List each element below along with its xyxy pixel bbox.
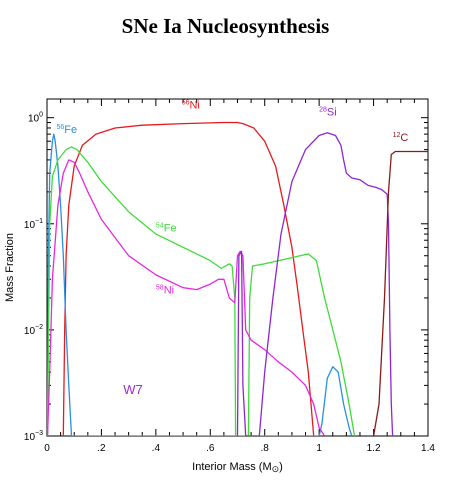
series-label-si28: 28Si [319, 106, 337, 118]
x-axis-title-close: ) [279, 461, 283, 473]
series-line-si28 [236, 132, 394, 436]
series-line-fe56 [47, 133, 353, 436]
series-label-ni56: 56Ni [182, 100, 200, 112]
y-tick-label: 10−3 [24, 430, 43, 443]
series-label-ni58: 58Ni [156, 285, 174, 297]
series-line-ni56 [62, 121, 315, 436]
page-title: SNe Ia Nucleosynthesis [121, 14, 330, 38]
series-line-ni58 [47, 159, 326, 436]
x-tick-label: 1.2 [367, 443, 381, 454]
x-tick-label: 1.4 [421, 443, 435, 454]
x-axis-title: Interior Mass (M⊙) [192, 461, 283, 474]
series-line-fe54 [47, 146, 356, 436]
x-tick-label: 1 [316, 443, 322, 454]
series-label-fe56: 56Fe [57, 124, 78, 136]
x-tick-label: .6 [206, 443, 215, 454]
series-labels: 56Ni 56Fe 54Fe 58Ni 28Si 12C [57, 100, 409, 297]
series-layer [47, 121, 428, 436]
series-label-fe54: 54Fe [156, 222, 177, 234]
y-tick-label: 10−2 [24, 324, 43, 337]
axis-ticks: 0 .2 .4 .6 .8 1 1.2 1.4 100 10−1 10−2 10−3 [24, 99, 435, 454]
y-axis-title: Mass Fraction [4, 233, 16, 302]
y-tick-label: 100 [28, 112, 43, 125]
x-tick-label: .2 [97, 443, 106, 454]
y-tick-label: 10−1 [24, 218, 43, 231]
series-line-c12 [372, 150, 428, 436]
x-axis-title-sun-symbol: ⊙ [272, 464, 280, 474]
series-label-c12: 12C [393, 132, 409, 144]
x-axis-title-main: Interior Mass (M [192, 461, 271, 473]
model-annotation-w7: W7 [123, 382, 143, 397]
x-tick-label: .4 [152, 443, 161, 454]
x-tick-label: .8 [261, 443, 270, 454]
x-tick-label: 0 [44, 443, 50, 454]
